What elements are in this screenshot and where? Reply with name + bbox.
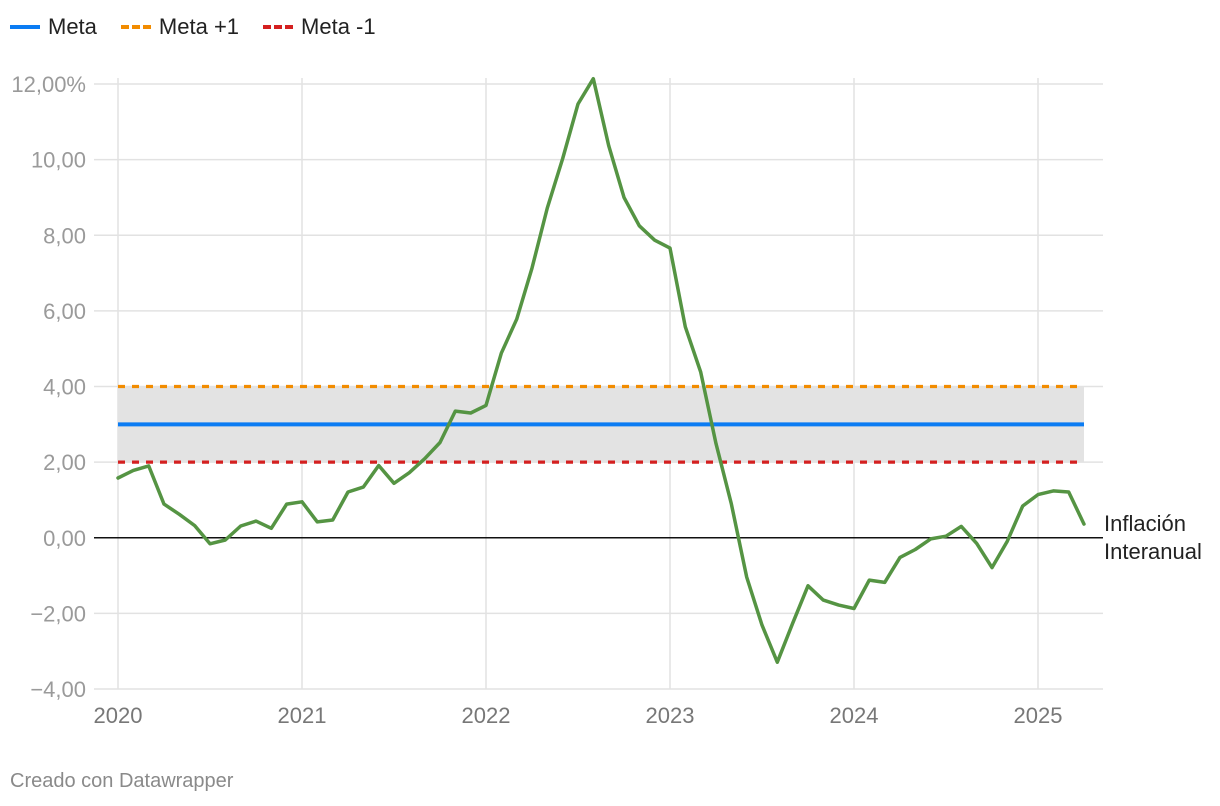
series-label: Interanual xyxy=(1104,539,1202,564)
legend-swatch-meta xyxy=(10,25,40,29)
y-tick-label: 2,00 xyxy=(43,450,86,475)
legend-item-meta: Meta xyxy=(10,14,97,40)
y-tick-label: 10,00 xyxy=(31,148,86,173)
x-tick-label: 2024 xyxy=(830,703,879,728)
y-tick-label: −2,00 xyxy=(30,601,86,626)
y-tick-label: −4,00 xyxy=(30,677,86,702)
y-tick-label: 12,00% xyxy=(11,72,86,97)
x-tick-label: 2023 xyxy=(646,703,695,728)
x-tick-label: 2020 xyxy=(94,703,143,728)
legend-label-meta-minus-1: Meta -1 xyxy=(301,14,376,39)
legend-label-meta: Meta xyxy=(48,14,97,39)
legend-item-meta-plus-1: Meta +1 xyxy=(120,14,240,40)
credit-text: Creado con Datawrapper xyxy=(10,770,234,792)
y-tick-label: 6,00 xyxy=(43,299,86,324)
x-tick-label: 2021 xyxy=(278,703,327,728)
series-label: Inflación xyxy=(1104,511,1186,536)
series-line-inflacion-interanual xyxy=(116,76,1086,664)
legend-item-meta-minus-1: Meta -1 xyxy=(263,14,376,40)
legend-swatch-meta-plus-1 xyxy=(120,25,151,29)
y-tick-label: 0,00 xyxy=(43,526,86,551)
legend: Meta Meta +1 Meta -1 xyxy=(10,14,376,40)
legend-swatch-meta-minus-1 xyxy=(263,25,294,29)
x-tick-label: 2022 xyxy=(462,703,511,728)
y-tick-label: 8,00 xyxy=(43,223,86,248)
legend-label-meta-plus-1: Meta +1 xyxy=(158,14,240,39)
x-tick-label: 2025 xyxy=(1014,703,1063,728)
y-tick-label: 4,00 xyxy=(43,375,86,400)
